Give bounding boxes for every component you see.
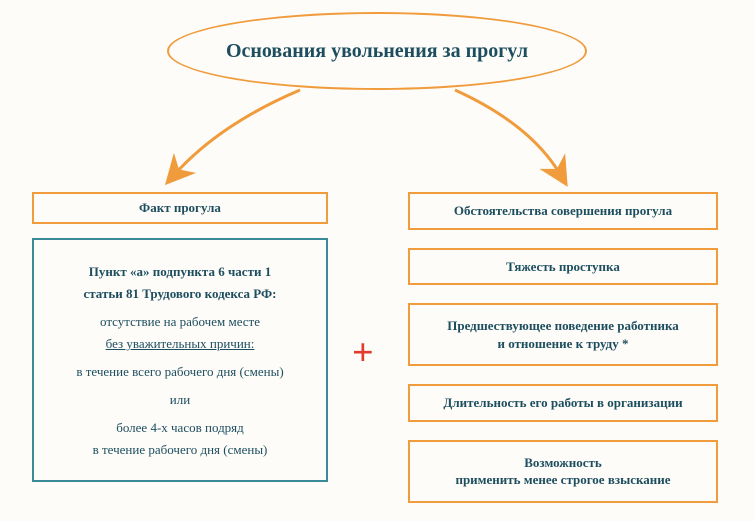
right-box-4: Возможностьприменить менее строгое взыск… [408,440,718,503]
left-header-box: Факт прогула [32,192,328,224]
left-detail-box: Пункт «а» подпункта 6 части 1 статьи 81 … [32,238,328,482]
detail-or: или [48,392,312,408]
detail-line4a: более 4-х часов подряд [48,420,312,436]
right-box-1: Тяжесть проступка [408,248,718,286]
right-box-3-text: Длительность его работы в организации [443,395,682,410]
detail-line3: в течение всего рабочего дня (смены) [48,364,312,380]
arrow-left [175,90,300,174]
detail-line4b: в течение рабочего дня (смены) [48,442,312,458]
right-box-0-text: Обстоятельства совершения прогула [454,203,672,218]
right-box-0: Обстоятельства совершения прогула [408,192,718,230]
right-box-2-text: Предшествующее поведение работникаи отно… [447,318,679,351]
detail-line1: отсутствие на рабочем месте [48,314,312,330]
diagram-title: Основания увольнения за прогул [226,40,528,63]
right-column: Обстоятельства совершения прогула Тяжест… [408,192,718,521]
arrow-right [455,90,560,174]
right-box-2: Предшествующее поведение работникаи отно… [408,303,718,366]
right-box-1-text: Тяжесть проступка [506,259,620,274]
law-ref-a: Пункт «а» подпункта 6 части 1 [48,264,312,280]
right-box-4-text: Возможностьприменить менее строгое взыск… [455,455,670,488]
plus-symbol: + [352,334,374,372]
arrows-layer [0,74,755,194]
left-header-text: Факт прогула [139,200,221,215]
title-ellipse: Основания увольнения за прогул [167,12,587,90]
detail-line2: без уважительных причин: [48,336,312,352]
left-column: Факт прогула Пункт «а» подпункта 6 части… [32,192,328,482]
law-ref-b: статьи 81 Трудового кодекса РФ: [48,286,312,302]
right-box-3: Длительность его работы в организации [408,384,718,422]
